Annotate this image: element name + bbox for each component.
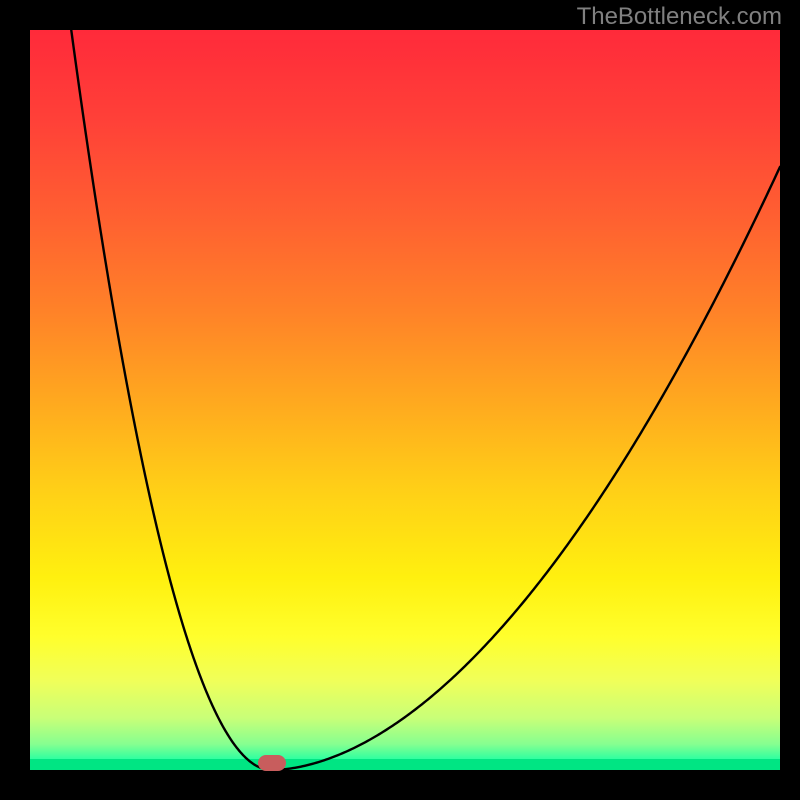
bottleneck-curve	[30, 30, 780, 770]
vertex-marker	[258, 755, 286, 771]
chart-frame: TheBottleneck.com	[0, 0, 800, 800]
watermark-text: TheBottleneck.com	[577, 3, 782, 31]
curve-path	[71, 30, 780, 770]
plot-area	[30, 30, 780, 770]
